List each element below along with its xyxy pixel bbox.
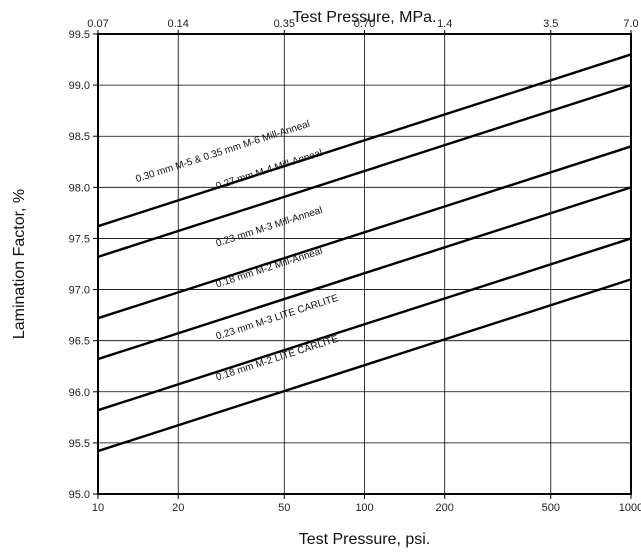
x-tick-label: 1000 bbox=[619, 502, 641, 514]
y-tick-label: 96.5 bbox=[69, 336, 90, 348]
x-tick-label: 10 bbox=[92, 502, 104, 514]
x-axis-title: Test Pressure, psi. bbox=[299, 531, 431, 548]
x-tick-label: 500 bbox=[542, 502, 560, 514]
series-line bbox=[97, 237, 632, 412]
y-tick-label: 97.5 bbox=[69, 233, 90, 245]
top-tick-label: 1.4 bbox=[437, 18, 452, 30]
y-tick-label: 95.5 bbox=[69, 438, 90, 450]
series-label: 0.18 mm M-2 LITE CARLITE bbox=[215, 334, 340, 384]
series-label: 0.30 mm M-5 & 0.35 mm M-6 Mill-Anneal bbox=[134, 119, 311, 185]
top-axis-title: Test Pressure, MPa. bbox=[292, 9, 436, 26]
y-tick-label: 98.0 bbox=[69, 182, 90, 194]
x-tick-label: 200 bbox=[436, 502, 454, 514]
top-tick-label: 3.5 bbox=[543, 18, 558, 30]
y-tick-label: 95.0 bbox=[69, 489, 90, 501]
x-tick-label: 20 bbox=[172, 502, 184, 514]
series-line bbox=[97, 278, 632, 453]
x-tick-label: 100 bbox=[355, 502, 373, 514]
series-line bbox=[97, 83, 632, 258]
y-tick-label: 98.5 bbox=[69, 131, 90, 143]
series-label: 0.23 mm M-3 Mill-Anneal bbox=[215, 205, 324, 250]
y-tick-label: 99.0 bbox=[69, 80, 90, 92]
top-tick-label: 0.70 bbox=[354, 18, 375, 30]
y-tick-label: 96.0 bbox=[69, 387, 90, 399]
series-line bbox=[97, 53, 632, 228]
y-axis-title: Lamination Factor, % bbox=[11, 189, 28, 339]
top-tick-label: 0.14 bbox=[168, 18, 189, 30]
series-lines bbox=[97, 53, 632, 453]
top-tick-label: 0.07 bbox=[87, 18, 108, 30]
y-tick-label: 99.5 bbox=[69, 29, 90, 41]
top-tick-label: 0.35 bbox=[274, 18, 295, 30]
series-line bbox=[97, 145, 632, 320]
y-tick-label: 97.0 bbox=[69, 285, 90, 297]
tick-labels: 95.0 95.5 96.0 96.5 97.0 97.5 98.0 98.5 99.0 99.5… bbox=[69, 18, 641, 514]
x-tick-label: 50 bbox=[278, 502, 290, 514]
top-tick-label: 7.0 bbox=[623, 18, 638, 30]
series-label: 0.18 mm M-2 Mill-Anneal bbox=[215, 246, 324, 291]
series-labels: 0.30 mm M-5 & 0.35 mm M-6 Mill-Anneal 0.2… bbox=[134, 119, 340, 384]
series-line bbox=[97, 186, 632, 361]
